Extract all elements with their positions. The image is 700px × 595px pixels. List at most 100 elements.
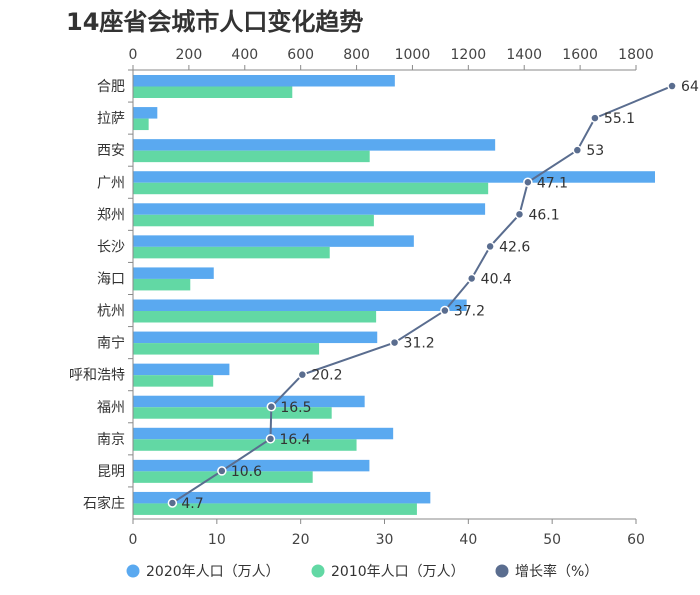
bar: [133, 299, 467, 311]
growth-rate-point: [440, 305, 450, 316]
growth-rate-label: 16.5: [280, 400, 311, 416]
growth-rate-point: [590, 113, 600, 123]
bar: [133, 459, 370, 472]
bar: [133, 278, 191, 291]
growth-rate-label: 20.2: [311, 368, 342, 384]
growth-rate-label: 40.4: [481, 271, 512, 287]
bar: [133, 267, 214, 279]
growth-rate-point: [523, 177, 533, 187]
bottom-tick-label: 0: [129, 532, 138, 548]
bottom-tick-label: 30: [376, 532, 394, 548]
bottom-tick-label: 40: [459, 532, 477, 548]
bar: [133, 214, 374, 227]
top-tick-label: 1000: [395, 47, 431, 63]
growth-rate-point: [167, 498, 178, 508]
category-label: 昆明: [97, 464, 125, 480]
growth-rate-label: 55.1: [604, 111, 635, 127]
bar: [133, 503, 417, 515]
top-tick-label: 400: [231, 47, 258, 63]
growth-rate-label: 4.7: [181, 496, 203, 512]
category-label: 南京: [97, 432, 125, 448]
axes-layer: 0 200 400 600 800 1000 1200 1400 1600 1800 0 10 20 30…: [69, 47, 654, 548]
bar: [133, 118, 149, 131]
growth-rate-point: [466, 273, 477, 284]
growth-rate-label: 46.1: [528, 207, 559, 223]
bar: [133, 395, 365, 408]
bottom-tick-label: 60: [627, 532, 645, 548]
legend-marker: [495, 564, 509, 578]
bar: [133, 363, 230, 376]
category-label: 石家庄: [83, 495, 125, 512]
growth-rate-label: 53: [586, 143, 604, 159]
category-label: 西安: [97, 143, 125, 159]
growth-rate-label: 31.2: [404, 336, 435, 352]
legend-marker: [311, 564, 325, 578]
bar: [133, 375, 214, 387]
bar: [133, 107, 158, 119]
growth-rate-point: [572, 145, 583, 155]
bar: [133, 471, 313, 483]
bar: [133, 150, 370, 163]
growth-rate-point: [266, 402, 277, 412]
top-tick-label: 600: [287, 47, 314, 63]
growth-rate-label: 64.3: [681, 79, 700, 95]
top-tick-label: 1400: [506, 47, 542, 63]
category-label: 合肥: [97, 79, 125, 95]
legend: 2020年人口（万人） 2010年人口（万人） 增长率（%）: [126, 563, 598, 580]
legend-marker: [126, 564, 140, 578]
bar: [133, 246, 330, 259]
bar: [133, 86, 293, 98]
growth-rate-label: 10.6: [231, 464, 262, 480]
chart-title: 14座省会城市人口变化趋势: [66, 8, 364, 36]
growth-rate-point: [265, 434, 276, 444]
category-label: 广州: [97, 175, 125, 191]
bar: [133, 203, 486, 215]
legend-label: 2020年人口（万人）: [146, 564, 280, 580]
legend-label: 增长率（%）: [515, 563, 598, 580]
category-label: 呼和浩特: [69, 368, 125, 384]
bar: [133, 182, 489, 195]
growth-rate-line: [171, 85, 673, 504]
category-label: 杭州: [97, 304, 125, 320]
bar: [133, 171, 656, 183]
top-tick-label: 800: [343, 47, 370, 63]
bar: [133, 407, 332, 419]
category-label: 郑州: [97, 207, 125, 223]
growth-rate-point: [667, 81, 677, 91]
bar-layer: [133, 75, 656, 515]
top-tick-label: 1600: [562, 47, 598, 63]
growth-rate-point: [217, 466, 227, 476]
growth-rate-label: 37.2: [454, 304, 485, 320]
growth-rate-point: [485, 241, 495, 252]
category-label: 南宁: [97, 335, 125, 352]
bar: [133, 343, 320, 355]
legend-label: 2010年人口（万人）: [331, 564, 465, 580]
growth-rate-label: 42.6: [499, 239, 530, 255]
bottom-tick-label: 50: [543, 532, 561, 548]
top-tick-label: 200: [176, 47, 203, 63]
bar: [133, 235, 414, 247]
bar: [133, 427, 394, 440]
line-layer: 64.355.15347.146.142.640.437.231.220.216…: [167, 79, 700, 512]
bar: [133, 331, 378, 344]
growth-rate-label: 16.4: [279, 432, 310, 448]
bottom-tick-label: 20: [292, 532, 310, 548]
growth-rate-point: [514, 209, 525, 220]
growth-rate-point: [389, 337, 400, 348]
bottom-tick-label: 10: [208, 532, 226, 548]
growth-rate-label: 47.1: [537, 175, 568, 191]
category-label: 长沙: [97, 239, 125, 255]
bar: [133, 439, 357, 451]
bar: [133, 139, 496, 151]
bar: [133, 491, 431, 504]
category-label: 拉萨: [97, 111, 125, 127]
top-tick-label: 0: [129, 47, 138, 63]
top-tick-label: 1800: [618, 47, 654, 63]
category-label: 海口: [97, 271, 125, 287]
bar: [133, 311, 377, 323]
top-tick-label: 1200: [451, 47, 487, 63]
growth-rate-point: [297, 369, 308, 380]
category-label: 福州: [97, 400, 125, 416]
bar: [133, 75, 395, 87]
